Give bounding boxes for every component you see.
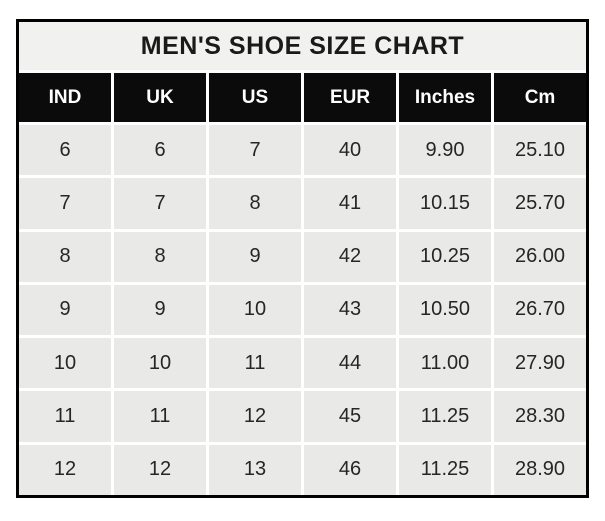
table-cell: 9.90	[399, 125, 491, 176]
chart-title: MEN'S SHOE SIZE CHART	[19, 22, 586, 70]
column-header-cm: Cm	[494, 73, 586, 122]
table-cell: 25.10	[494, 125, 586, 176]
table-cell: 11.25	[399, 444, 491, 495]
table-cell: 12	[209, 391, 301, 442]
table-cell: 7	[19, 178, 111, 229]
table-cell: 7	[114, 178, 206, 229]
table-cell: 8	[19, 231, 111, 282]
table-cell: 26.70	[494, 284, 586, 336]
table-cell: 40	[304, 125, 396, 176]
column-header-uk: UK	[114, 73, 206, 122]
table-cell: 11	[114, 391, 206, 442]
table-cell: 12	[19, 444, 111, 495]
shoe-size-chart-table: MEN'S SHOE SIZE CHART IND UK US EUR Inch…	[16, 19, 589, 498]
table-cell: 6	[114, 125, 206, 176]
table-cell: 28.90	[494, 444, 586, 495]
column-header-ind: IND	[19, 73, 111, 122]
table-cell: 42	[304, 231, 396, 282]
table-cell: 8	[114, 231, 206, 282]
table-cell: 10.25	[399, 231, 491, 282]
table-cell: 9	[19, 284, 111, 336]
table-cell: 10.15	[399, 178, 491, 229]
table-cell: 11	[209, 338, 301, 389]
table-cell: 7	[209, 125, 301, 176]
table-cell: 43	[304, 284, 396, 336]
column-header-us: US	[209, 73, 301, 122]
table-cell: 11.00	[399, 338, 491, 389]
table-cell: 12	[114, 444, 206, 495]
table-cell: 27.90	[494, 338, 586, 389]
table-cell: 28.30	[494, 391, 586, 442]
column-header-eur: EUR	[304, 73, 396, 122]
table-cell: 11.25	[399, 391, 491, 442]
table-cell: 6	[19, 125, 111, 176]
column-header-inches: Inches	[399, 73, 491, 122]
table-cell: 9	[114, 284, 206, 336]
table-cell: 10	[209, 284, 301, 336]
table-cell: 8	[209, 178, 301, 229]
table-cell: 25.70	[494, 178, 586, 229]
table-cell: 41	[304, 178, 396, 229]
table-cell: 10	[114, 338, 206, 389]
table-cell: 26.00	[494, 231, 586, 282]
table-cell: 45	[304, 391, 396, 442]
table-cell: 10	[19, 338, 111, 389]
table-cell: 11	[19, 391, 111, 442]
table-cell: 10.50	[399, 284, 491, 336]
table-cell: 46	[304, 444, 396, 495]
table-cell: 13	[209, 444, 301, 495]
table-cell: 9	[209, 231, 301, 282]
table-cell: 44	[304, 338, 396, 389]
